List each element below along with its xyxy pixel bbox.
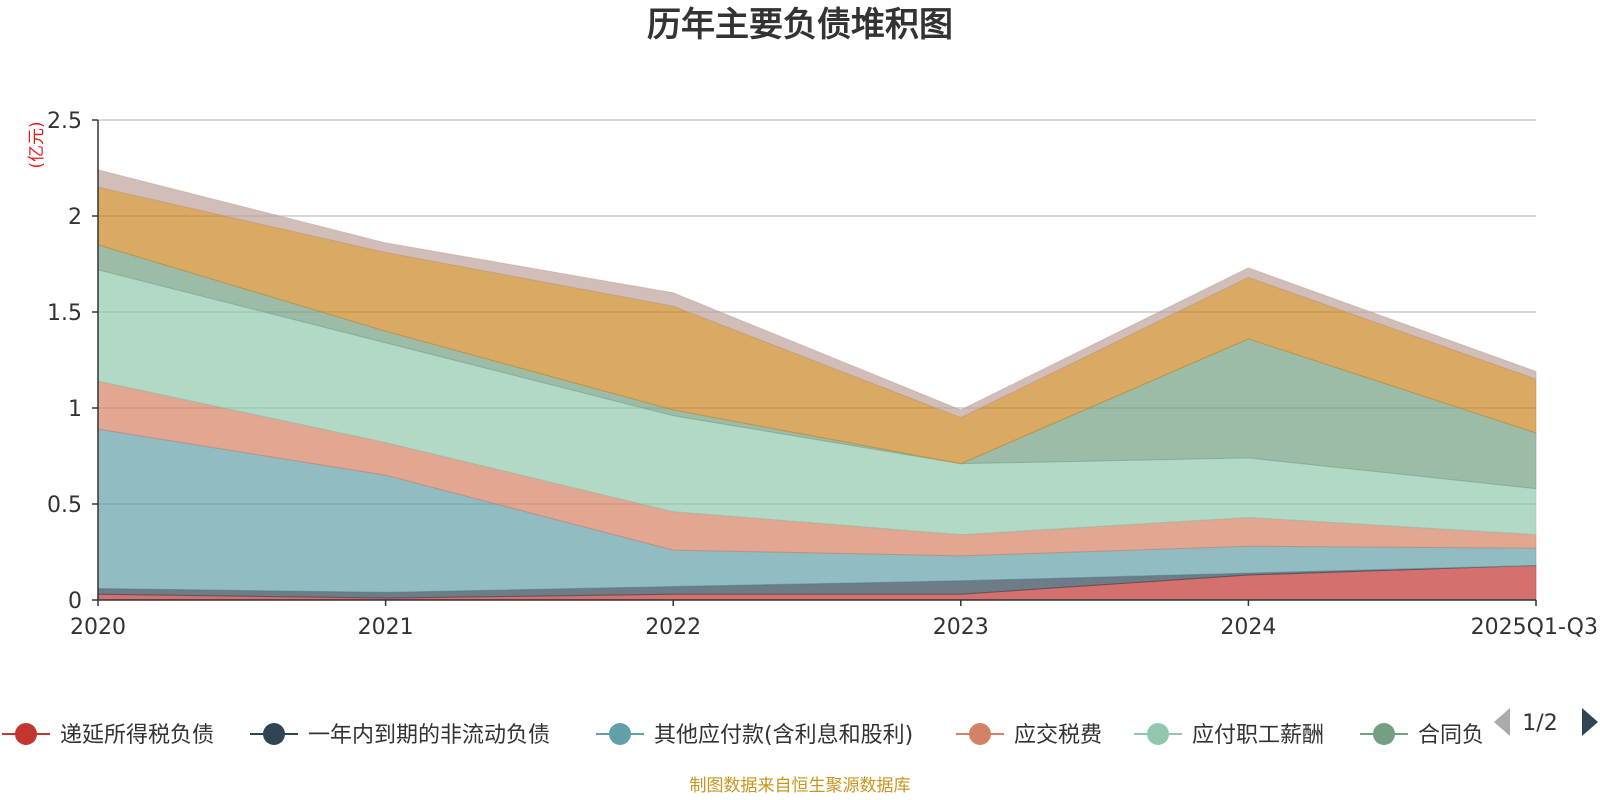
legend-marker-3 — [969, 723, 991, 745]
x-tick-label-1: 2021 — [358, 615, 414, 640]
source-note: 制图数据来自恒生聚源数据库 — [690, 776, 911, 796]
x-tick-label-4: 2024 — [1220, 615, 1276, 640]
legend-item-2[interactable]: 其他应付款(含利息和股利) — [596, 723, 913, 748]
legend-label-1: 一年内到期的非流动负债 — [308, 723, 550, 748]
x-tick-label-5: 2025Q1-Q3 — [1471, 615, 1598, 640]
legend-item-5[interactable]: 合同负 — [1360, 723, 1484, 748]
x-tick-label-0: 2020 — [70, 615, 126, 640]
legend-label-5: 合同负 — [1418, 723, 1484, 748]
legend-item-4[interactable]: 应付职工薪酬 — [1134, 723, 1324, 748]
series-areas — [97, 169, 1537, 601]
legend-label-3: 应交税费 — [1014, 723, 1102, 748]
x-tick-label-3: 2023 — [933, 615, 989, 640]
legend-prev-icon[interactable] — [1494, 708, 1510, 736]
y-tick-label-3: 1.5 — [47, 301, 82, 326]
x-tick-labels: 2020 2021 2022 2023 2024 2025Q1-Q3 — [70, 615, 1598, 640]
legend-label-2: 其他应付款(含利息和股利) — [654, 723, 913, 748]
y-tick-label-4: 2 — [68, 205, 82, 230]
chart-title: 历年主要负债堆积图 — [647, 5, 953, 45]
legend-marker-2 — [609, 723, 631, 745]
x-tick-label-2: 2022 — [645, 615, 701, 640]
y-tick-label-2: 1 — [68, 397, 82, 422]
legend-item-3[interactable]: 应交税费 — [956, 723, 1102, 748]
legend-next-icon[interactable] — [1582, 708, 1598, 736]
y-tick-label-1: 0.5 — [47, 493, 82, 518]
y-tick-label-5: 2.5 — [47, 109, 82, 134]
legend-marker-0 — [15, 723, 37, 745]
legend-marker-5 — [1373, 723, 1395, 745]
legend-marker-1 — [263, 723, 285, 745]
y-tick-labels: 0 0.5 1 1.5 2 2.5 — [47, 109, 82, 614]
legend-label-4: 应付职工薪酬 — [1192, 723, 1324, 748]
y-tick-label-0: 0 — [68, 589, 82, 614]
legend-marker-4 — [1147, 723, 1169, 745]
legend-item-0[interactable]: 递延所得税负债 — [2, 723, 214, 748]
legend: 递延所得税负债 一年内到期的非流动负债 其他应付款(含利息和股利) 应交税费 应付职工薪… — [2, 723, 1484, 748]
y-axis-unit-label: (亿元) — [27, 121, 47, 168]
legend-page-indicator: 1/2 — [1522, 711, 1557, 736]
axes — [92, 119, 1537, 606]
legend-label-0: 递延所得税负债 — [60, 723, 214, 748]
area-series-7 — [97, 169, 1537, 419]
legend-item-1[interactable]: 一年内到期的非流动负债 — [250, 723, 550, 748]
legend-pager: 1/2 — [1494, 708, 1598, 736]
